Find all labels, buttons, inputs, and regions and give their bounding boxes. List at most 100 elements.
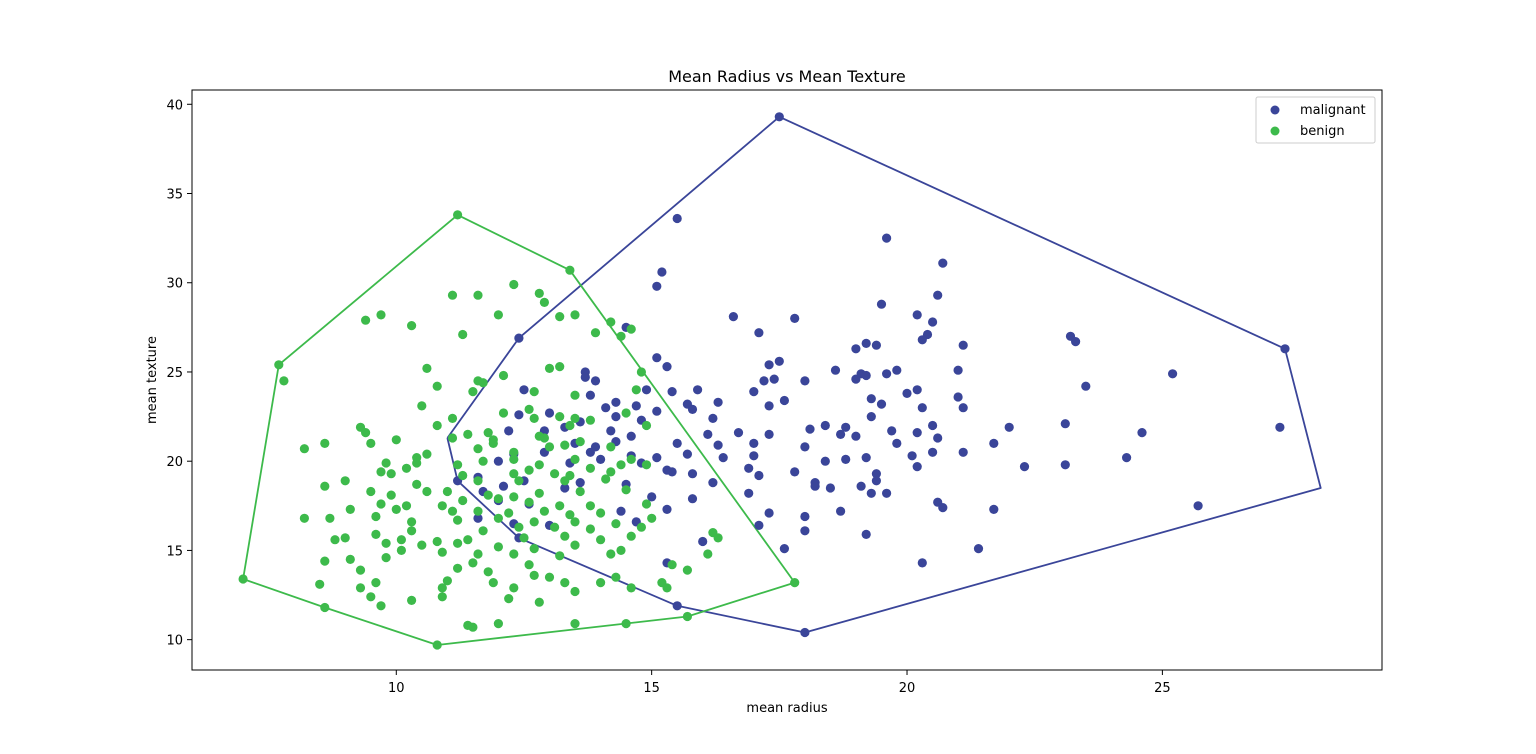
point-benign <box>447 506 458 516</box>
point-benign <box>391 504 401 514</box>
point-malignant <box>611 397 621 407</box>
point-benign <box>498 408 509 418</box>
point-malignant <box>687 494 698 504</box>
legend: malignant benign <box>1255 96 1376 144</box>
point-benign <box>376 310 386 320</box>
y-tick-label: 30 <box>166 277 183 292</box>
point-benign <box>570 454 580 464</box>
point-benign <box>585 524 596 534</box>
point-benign <box>550 522 560 532</box>
point-benign <box>345 554 355 565</box>
point-benign <box>478 456 488 466</box>
point-benign <box>437 592 447 602</box>
point-benign <box>585 463 596 473</box>
point-malignant <box>749 438 759 448</box>
point-malignant <box>754 520 764 531</box>
point-malignant <box>861 370 871 381</box>
point-malignant <box>728 312 739 322</box>
point-benign <box>468 387 478 397</box>
point-benign <box>483 428 493 438</box>
point-benign <box>238 574 248 584</box>
point-benign <box>504 594 514 604</box>
point-benign <box>570 413 580 423</box>
point-benign <box>560 531 570 541</box>
point-malignant <box>473 513 483 523</box>
point-malignant <box>575 478 585 488</box>
point-benign <box>529 570 539 581</box>
y-tick-label: 25 <box>166 366 183 381</box>
point-benign <box>437 583 447 593</box>
point-malignant <box>585 447 596 457</box>
point-benign <box>539 297 550 307</box>
point-malignant <box>687 469 698 479</box>
point-malignant <box>820 420 830 431</box>
point-malignant <box>958 447 968 457</box>
point-benign <box>274 360 284 370</box>
point-benign <box>636 367 647 377</box>
point-malignant <box>989 438 999 448</box>
point-benign <box>498 370 509 381</box>
point-benign <box>626 454 636 464</box>
point-malignant <box>790 467 800 477</box>
point-benign <box>570 586 580 597</box>
point-benign <box>662 583 672 593</box>
point-malignant <box>779 395 790 406</box>
point-benign <box>570 540 580 550</box>
point-benign <box>488 438 498 448</box>
point-malignant <box>519 385 529 395</box>
point-benign <box>544 442 555 452</box>
point-benign <box>447 290 458 300</box>
point-benign <box>514 522 524 532</box>
point-malignant <box>917 403 927 413</box>
point-benign <box>483 567 493 577</box>
point-benign <box>570 310 580 320</box>
point-malignant <box>698 536 708 547</box>
point-benign <box>320 481 330 491</box>
y-tick-label: 10 <box>166 634 183 649</box>
point-benign <box>611 519 621 529</box>
point-benign <box>667 560 677 570</box>
point-malignant <box>912 462 922 472</box>
point-benign <box>570 517 580 527</box>
point-benign <box>575 437 585 447</box>
point-malignant <box>514 333 524 343</box>
point-malignant <box>800 442 810 452</box>
point-benign <box>585 415 596 425</box>
point-benign <box>371 578 381 588</box>
point-benign <box>366 592 376 602</box>
point-benign <box>570 390 580 400</box>
point-benign <box>442 486 452 497</box>
point-benign <box>504 508 514 518</box>
point-benign <box>407 595 417 606</box>
point-malignant <box>973 544 984 554</box>
point-benign <box>417 401 427 411</box>
point-malignant <box>1004 422 1014 432</box>
point-benign <box>544 363 555 373</box>
point-benign <box>381 553 391 563</box>
point-benign <box>565 265 575 275</box>
point-benign <box>473 476 483 486</box>
point-benign <box>447 433 458 443</box>
point-malignant <box>667 387 677 397</box>
point-malignant <box>1019 462 1030 472</box>
point-benign <box>616 460 626 470</box>
point-benign <box>493 310 503 320</box>
point-malignant <box>836 429 846 439</box>
point-malignant <box>652 453 662 463</box>
point-benign <box>345 504 355 514</box>
point-benign <box>366 438 376 448</box>
point-benign <box>371 511 381 522</box>
point-malignant <box>810 481 820 491</box>
point-benign <box>376 499 386 509</box>
point-benign <box>432 381 442 391</box>
point-benign <box>555 312 565 322</box>
chart-title: Mean Radius vs Mean Texture <box>668 67 906 86</box>
point-malignant <box>626 431 636 441</box>
plot-area-frame <box>191 89 1383 671</box>
point-malignant <box>800 526 810 536</box>
point-malignant <box>662 504 672 514</box>
point-benign <box>391 435 401 445</box>
point-benign <box>565 420 575 431</box>
point-benign <box>493 619 503 629</box>
